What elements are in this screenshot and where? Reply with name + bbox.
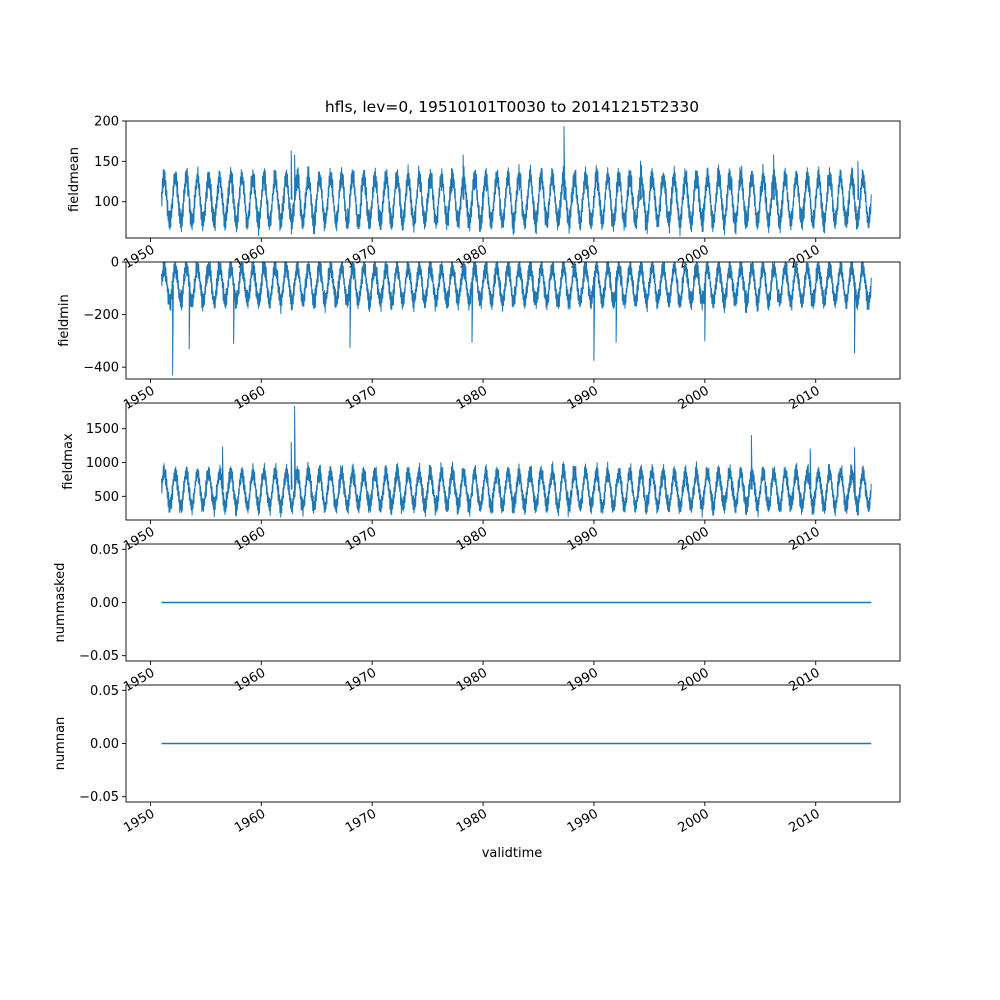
y-axis-label: fieldmax: [61, 433, 76, 490]
y-tick-label: −0.05: [79, 649, 119, 664]
series-line-fieldmin: [161, 261, 872, 376]
series-line-fieldmean: [161, 126, 872, 237]
x-tick-label: 1950: [121, 242, 157, 272]
y-axis-label: fieldmin: [57, 294, 72, 347]
x-tick-label: 1960: [232, 383, 268, 413]
y-tick-label: 0.05: [90, 684, 119, 699]
x-tick-label: 1990: [565, 383, 601, 413]
x-tick-label: 1990: [565, 806, 601, 836]
y-tick-label: 0: [111, 256, 119, 271]
y-tick-label: 1000: [86, 456, 119, 471]
y-tick-label: 0.00: [90, 596, 119, 611]
x-tick-label: 2010: [787, 806, 823, 836]
axes-frame: [125, 402, 901, 521]
y-tick-label: 0.00: [90, 737, 119, 752]
x-tick-label: 2000: [676, 806, 712, 836]
y-tick-label: 0.05: [90, 543, 119, 558]
y-tick-label: 100: [94, 195, 119, 210]
y-tick-label: 1500: [86, 422, 119, 437]
x-tick-label: 1950: [121, 806, 157, 836]
series-line-fieldmax: [161, 405, 872, 518]
subplot-nummasked: −0.05 0.00 0.05 1950 1960 1970 1980 1990 2000 201…: [53, 543, 901, 695]
x-tick-label: 1950: [121, 665, 157, 695]
subplot-numnan: −0.05 0.00 0.05 1950 1960 1970 1980 1990 2000 201…: [53, 684, 901, 836]
x-tick-label: 1950: [121, 524, 157, 554]
y-axis-label: fieldmean: [67, 147, 82, 212]
y-tick-label: 500: [94, 490, 119, 505]
y-tick-label: −200: [83, 308, 119, 323]
x-tick-label: 1960: [232, 665, 268, 695]
y-axis-label: numnan: [53, 717, 68, 771]
x-tick-label: 2000: [676, 383, 712, 413]
chart-title: hfls, lev=0, 19510101T0030 to 20141215T2…: [325, 98, 699, 116]
x-tick-label: 1990: [565, 524, 601, 554]
y-tick-label: 150: [94, 155, 119, 170]
x-tick-label: 1970: [343, 665, 379, 695]
x-tick-label: 1980: [454, 524, 490, 554]
subplots: 100 150 200 1950 1960 1970 1980 1990 2000 2010 fie…: [53, 115, 901, 836]
x-tick-label: 1970: [343, 806, 379, 836]
x-axis-label: validtime: [482, 846, 543, 861]
subplot-fieldmin: −400 −200 0 1950 1960 1970 1980 1990 2000 2010 fie…: [57, 256, 901, 413]
x-tick-label: 1980: [454, 383, 490, 413]
x-tick-label: 1960: [232, 524, 268, 554]
x-tick-label: 2010: [787, 383, 823, 413]
x-tick-label: 2000: [676, 665, 712, 695]
x-tick-label: 1970: [343, 524, 379, 554]
axes-frame: [125, 120, 901, 239]
x-tick-label: 2010: [787, 524, 823, 554]
y-tick-label: 200: [94, 115, 119, 130]
x-tick-label: 1950: [121, 383, 157, 413]
y-tick-label: −400: [83, 361, 119, 376]
x-tick-label: 1960: [232, 806, 268, 836]
x-tick-label: 1970: [343, 383, 379, 413]
x-tick-label: 1990: [565, 665, 601, 695]
x-tick-label: 1980: [454, 665, 490, 695]
y-tick-label: −0.05: [79, 790, 119, 805]
y-axis-label: nummasked: [53, 563, 68, 643]
x-tick-label: 1980: [454, 806, 490, 836]
axes-frame: [125, 261, 901, 380]
x-tick-label: 2010: [787, 665, 823, 695]
subplot-fieldmax: 500 1000 1500 1950 1960 1970 1980 1990 2000 2010 f…: [61, 402, 901, 554]
x-tick-label: 2000: [676, 524, 712, 554]
